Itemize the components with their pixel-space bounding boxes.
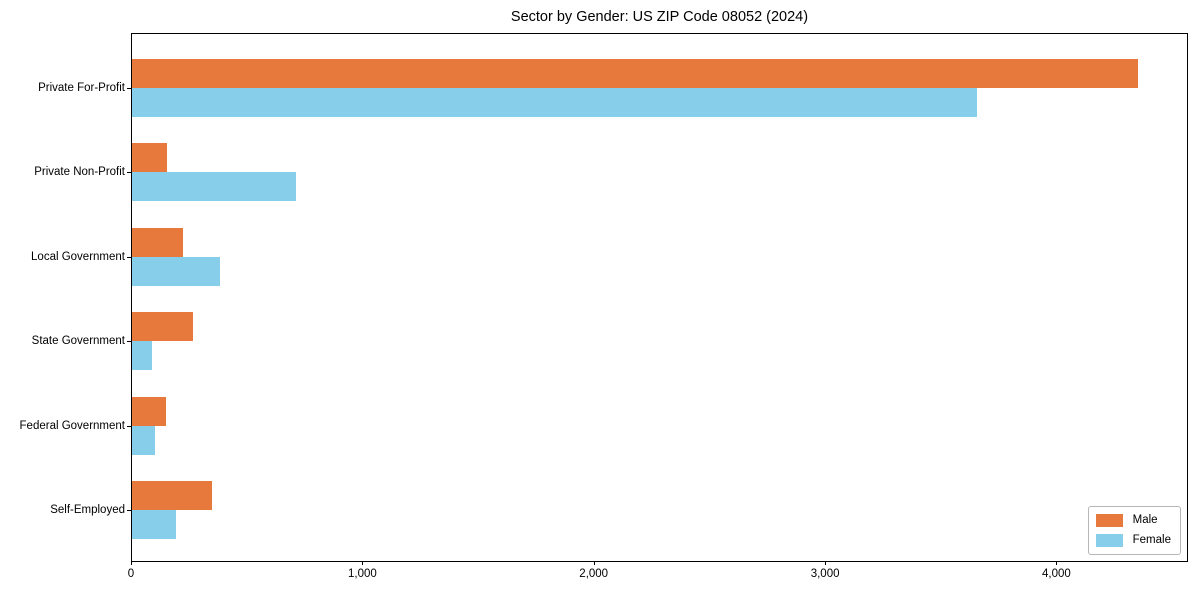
y-axis-tick-label: State Government — [31, 335, 125, 348]
x-axis-tick-mark — [362, 561, 364, 565]
male-color-swatch — [1095, 514, 1123, 527]
y-axis-tick-mark — [127, 256, 131, 258]
bar-male — [132, 143, 167, 173]
y-axis-tick-label: Self-Employed — [50, 504, 125, 516]
chart-title: Sector by Gender: US ZIP Code 08052 (202… — [510, 9, 809, 25]
x-axis-tick-label: 2,000 — [579, 568, 609, 580]
bar-male — [132, 481, 212, 510]
bar-female — [132, 256, 220, 286]
legend-label-male: Male — [1132, 514, 1158, 526]
legend-label-female: Female — [1132, 534, 1171, 546]
x-axis-tick-mark — [825, 561, 827, 565]
x-axis-tick-mark — [131, 561, 132, 565]
bar-female — [132, 172, 297, 202]
legend-item-male: Male — [1095, 514, 1171, 527]
y-axis-tick-label: Private Non-Profit — [34, 166, 125, 179]
y-axis-tick-label: Private For-Profit — [38, 82, 125, 94]
x-axis-tick-mark — [593, 561, 595, 565]
female-color-swatch — [1095, 534, 1123, 547]
x-axis-tick-label: 3,000 — [810, 568, 840, 580]
plot-area: Male Female — [131, 33, 1188, 562]
y-axis-tick-mark — [127, 510, 131, 511]
bar-female — [132, 510, 176, 539]
x-axis-tick-label: 0 — [127, 568, 135, 580]
y-axis-tick-mark — [127, 172, 131, 174]
bar-female — [132, 88, 977, 117]
bar-male — [132, 396, 166, 426]
x-axis-tick-label: 4,000 — [1042, 568, 1071, 580]
x-axis-tick-mark — [1056, 561, 1058, 565]
bar-female — [132, 341, 152, 371]
x-axis-tick-label: 1,000 — [348, 568, 377, 580]
bar-male — [132, 312, 194, 342]
y-axis-tick-label: Local Government — [31, 250, 125, 263]
bar-male — [132, 59, 1139, 88]
y-axis-tick-mark — [127, 341, 131, 343]
bar-female — [132, 425, 156, 455]
y-axis-tick-mark — [127, 88, 131, 89]
legend: Male Female — [1087, 506, 1181, 555]
legend-item-female: Female — [1095, 534, 1171, 547]
y-axis-tick-mark — [127, 425, 131, 427]
bar-male — [132, 227, 183, 257]
y-axis-tick-label: Federal Government — [19, 419, 125, 432]
